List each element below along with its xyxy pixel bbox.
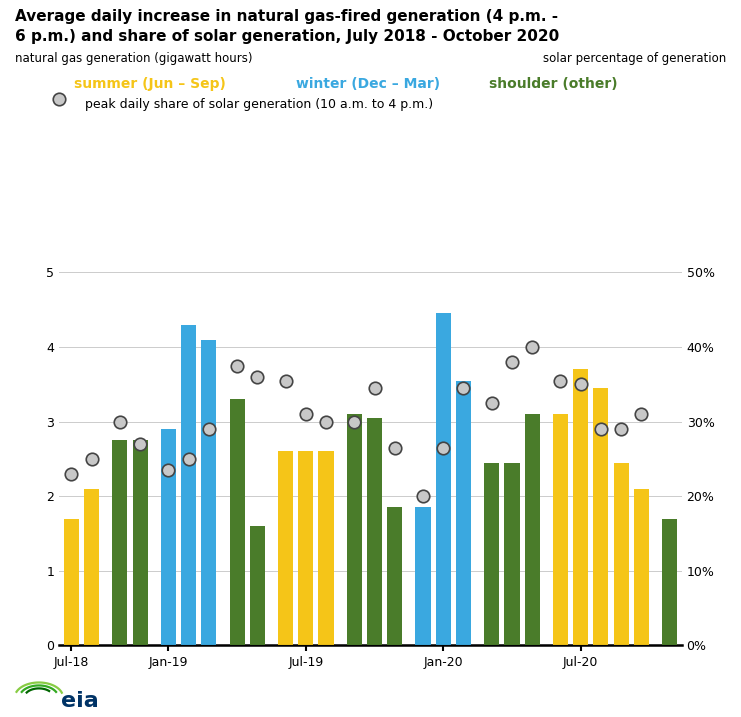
- Bar: [319, 452, 333, 645]
- Bar: [456, 381, 471, 645]
- Bar: [250, 526, 265, 645]
- Bar: [594, 388, 608, 645]
- Bar: [84, 489, 99, 645]
- Bar: [416, 508, 431, 645]
- Bar: [230, 399, 245, 645]
- Bar: [634, 489, 649, 645]
- Bar: [505, 462, 519, 645]
- Bar: [553, 414, 568, 645]
- Bar: [614, 462, 628, 645]
- Bar: [133, 440, 147, 645]
- Text: shoulder (other): shoulder (other): [489, 77, 618, 91]
- Bar: [387, 508, 402, 645]
- Bar: [181, 325, 196, 645]
- Text: 6 p.m.) and share of solar generation, July 2018 - October 2020: 6 p.m.) and share of solar generation, J…: [15, 29, 559, 44]
- Bar: [202, 340, 216, 645]
- Bar: [64, 518, 79, 645]
- Bar: [436, 313, 451, 645]
- Bar: [662, 518, 677, 645]
- Text: eia: eia: [61, 690, 99, 711]
- Text: winter (Dec – Mar): winter (Dec – Mar): [296, 77, 441, 91]
- Bar: [299, 452, 313, 645]
- Text: solar percentage of generation: solar percentage of generation: [543, 52, 726, 65]
- Text: summer (Jun – Sep): summer (Jun – Sep): [74, 77, 226, 91]
- Text: peak daily share of solar generation (10 a.m. to 4 p.m.): peak daily share of solar generation (10…: [85, 98, 433, 111]
- Bar: [347, 414, 362, 645]
- Text: Average daily increase in natural gas-fired generation (4 p.m. -: Average daily increase in natural gas-fi…: [15, 9, 558, 24]
- Bar: [161, 429, 176, 645]
- Bar: [278, 452, 293, 645]
- Text: natural gas generation (gigawatt hours): natural gas generation (gigawatt hours): [15, 52, 253, 65]
- Bar: [484, 462, 499, 645]
- Bar: [573, 369, 588, 645]
- Bar: [525, 414, 539, 645]
- Bar: [367, 418, 382, 645]
- Bar: [113, 440, 127, 645]
